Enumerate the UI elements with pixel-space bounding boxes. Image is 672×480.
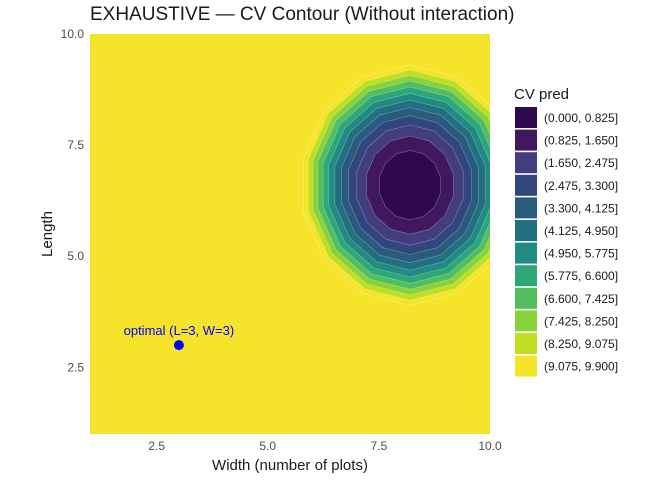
legend-swatch xyxy=(515,333,537,354)
legend-swatch xyxy=(515,129,537,151)
y-tick-label: 7.5 xyxy=(67,138,84,152)
legend-label: (9.075, 9.900] xyxy=(544,360,618,374)
legend-title: CV pred xyxy=(514,86,569,103)
legend-swatch xyxy=(515,242,537,264)
legend-swatch xyxy=(515,310,537,332)
legend-swatch xyxy=(515,287,537,309)
y-tick-label: 5.0 xyxy=(67,249,84,263)
legend-label: (0.825, 1.650] xyxy=(544,134,618,148)
legend-label: (3.300, 4.125] xyxy=(544,201,618,215)
legend-label: (6.600, 7.425] xyxy=(544,292,618,306)
contour-bands xyxy=(90,34,490,434)
legend-swatch xyxy=(515,220,537,241)
legend-swatch xyxy=(515,174,537,196)
legend-swatch xyxy=(515,152,537,174)
contour-band-0 xyxy=(378,150,442,221)
axes: 2.5 5.0 7.5 10.0 2.5 5.0 7.5 10.0 xyxy=(61,27,502,453)
legend-label: (0.000, 0.825] xyxy=(544,111,618,125)
x-tick-label: 2.5 xyxy=(148,439,165,453)
x-tick-label: 7.5 xyxy=(371,439,388,453)
chart-title: EXHAUSTIVE — CV Contour (Without interac… xyxy=(90,4,515,25)
x-tick-label: 10.0 xyxy=(478,439,502,453)
legend-swatch xyxy=(515,197,537,219)
legend-label: (7.425, 8.250] xyxy=(544,314,618,328)
legend-swatch xyxy=(515,355,537,377)
legend-swatch xyxy=(515,107,537,128)
optimal-point xyxy=(173,340,184,351)
annotation-layer: optimal (L=3, W=3) xyxy=(124,323,235,351)
y-axis-label: Length xyxy=(39,211,56,257)
y-tick-label: 10.0 xyxy=(61,27,85,41)
legend-label: (8.250, 9.075] xyxy=(544,337,618,351)
legend-label: (5.775, 6.600] xyxy=(544,269,618,283)
legend-label: (2.475, 3.300] xyxy=(544,179,618,193)
x-tick-label: 5.0 xyxy=(259,439,276,453)
legend-label: (4.125, 4.950] xyxy=(544,224,618,238)
legend-label: (1.650, 2.475] xyxy=(544,156,618,170)
optimal-label: optimal (L=3, W=3) xyxy=(124,323,235,338)
legend-label: (4.950, 5.775] xyxy=(544,247,618,261)
legend-swatch xyxy=(515,265,537,287)
legend: CV pred (0.000, 0.825] (0.825, 1.650] (1.65… xyxy=(514,86,618,377)
y-tick-label: 2.5 xyxy=(67,360,84,374)
x-axis-label: Width (number of plots) xyxy=(212,457,368,474)
